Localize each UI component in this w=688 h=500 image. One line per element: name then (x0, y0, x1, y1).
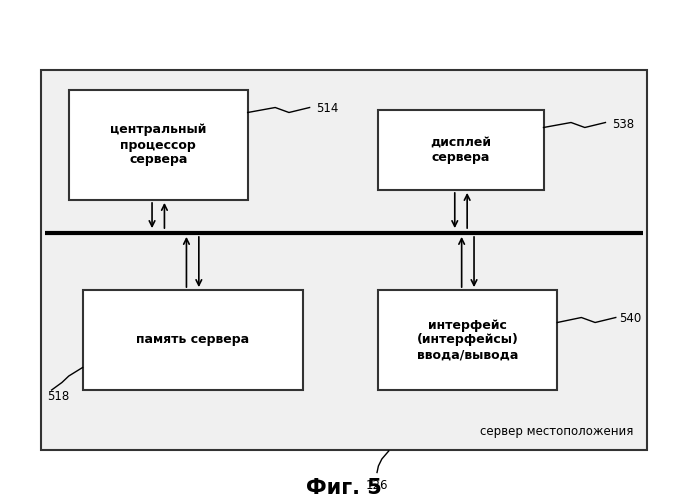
Bar (378, 290, 557, 390)
Bar (378, 110, 544, 190)
Text: 126: 126 (366, 479, 388, 492)
Bar (83, 290, 303, 390)
Text: сервер местоположения: сервер местоположения (480, 424, 633, 438)
Bar (69, 90, 248, 200)
Text: интерфейс
(интерфейсы)
ввода/вывода: интерфейс (интерфейсы) ввода/вывода (417, 318, 519, 362)
Text: память сервера: память сервера (136, 334, 249, 346)
Bar (41, 70, 647, 450)
Text: 518: 518 (47, 390, 69, 403)
Text: 540: 540 (619, 312, 641, 326)
Text: Фиг. 5: Фиг. 5 (306, 478, 382, 498)
Text: 514: 514 (316, 102, 339, 116)
Text: центральный
процессор
сервера: центральный процессор сервера (110, 124, 206, 166)
Text: 538: 538 (612, 118, 634, 130)
Text: дисплей
сервера: дисплей сервера (431, 136, 491, 164)
